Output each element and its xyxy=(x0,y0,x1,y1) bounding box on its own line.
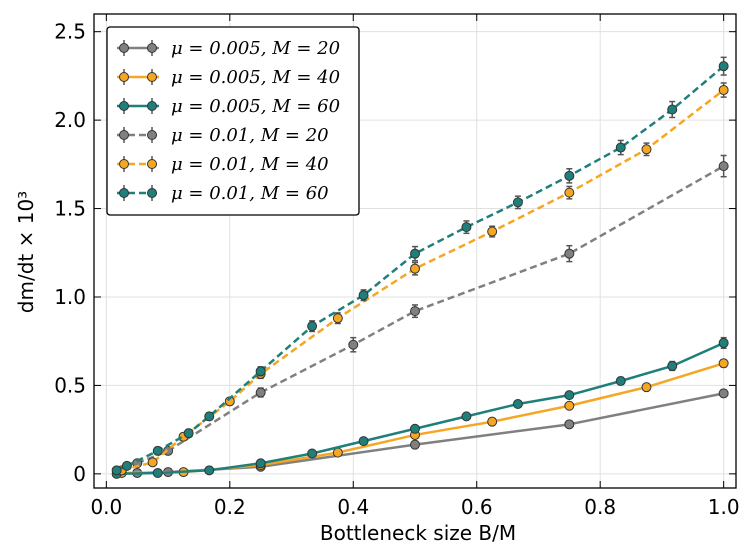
x-tick-label: 1.0 xyxy=(708,495,740,519)
data-point xyxy=(564,390,575,401)
series-layer xyxy=(111,56,729,479)
ticks: 0.0 0.2 0.4 0.6 0.8 1.0 0 0.5 1.0 1.5 2.0 2.5 xyxy=(54,14,740,519)
data-point xyxy=(348,339,359,350)
legend-entry: μ = 0.01, M = 60 xyxy=(117,183,329,204)
legend-label: μ = 0.01, M = 20 xyxy=(171,125,329,146)
data-point xyxy=(641,382,652,393)
data-point xyxy=(255,366,266,377)
y-tick-label: 2.5 xyxy=(54,20,86,44)
data-point xyxy=(204,465,215,476)
data-point xyxy=(564,419,575,430)
x-tick-label: 0.4 xyxy=(337,495,369,519)
data-point xyxy=(332,313,343,324)
legend: μ = 0.005, M = 20 μ = 0.005, M = 40 μ = 0.… xyxy=(106,26,360,216)
data-point xyxy=(358,436,369,447)
data-point xyxy=(512,398,523,409)
legend-marker xyxy=(119,159,129,169)
y-tick-label: 1.0 xyxy=(54,285,86,309)
legend-label: μ = 0.005, M = 60 xyxy=(171,96,340,117)
data-point xyxy=(461,411,472,422)
data-point xyxy=(410,439,420,450)
legend-entry: μ = 0.01, M = 40 xyxy=(117,154,329,175)
legend-entry: μ = 0.005, M = 20 xyxy=(117,38,340,59)
data-point xyxy=(512,197,523,208)
legend-marker xyxy=(147,43,157,53)
legend-marker xyxy=(147,130,157,140)
plot-frame xyxy=(93,13,737,489)
data-point xyxy=(615,375,626,386)
data-point xyxy=(564,170,575,181)
data-point xyxy=(204,411,215,422)
data-point xyxy=(410,263,420,274)
data-point xyxy=(410,248,420,259)
data-point xyxy=(121,460,132,471)
data-point xyxy=(667,104,678,115)
data-point xyxy=(307,321,318,332)
data-point xyxy=(718,85,729,96)
data-point xyxy=(111,465,122,476)
data-point xyxy=(152,445,163,456)
series-line xyxy=(116,65,725,472)
x-axis-label: Bottleneck size B/M xyxy=(320,521,516,545)
legend-marker xyxy=(119,101,129,111)
series-4 xyxy=(132,154,729,469)
series-6 xyxy=(111,56,729,476)
x-tick-label: 0.2 xyxy=(214,495,246,519)
series-3 xyxy=(111,336,729,479)
x-tick-label: 0.6 xyxy=(461,495,493,519)
data-point xyxy=(332,447,343,458)
legend-entry: μ = 0.005, M = 60 xyxy=(117,96,340,117)
data-point xyxy=(667,360,678,371)
data-point xyxy=(255,387,266,398)
legend-marker xyxy=(119,130,129,140)
legend-label: μ = 0.01, M = 40 xyxy=(171,154,329,175)
legend-marker xyxy=(147,101,157,111)
data-point xyxy=(255,458,266,469)
data-point xyxy=(461,222,472,233)
data-point xyxy=(487,226,498,237)
y-tick-label: 2.0 xyxy=(54,108,86,132)
data-point xyxy=(358,290,369,301)
data-point xyxy=(410,423,420,434)
legend-marker xyxy=(119,72,129,82)
data-point xyxy=(410,306,420,317)
data-point xyxy=(718,161,729,172)
data-point xyxy=(718,61,729,72)
data-point xyxy=(564,187,575,198)
series-5 xyxy=(116,82,729,476)
legend-box xyxy=(106,26,360,216)
legend-marker xyxy=(147,72,157,82)
data-point xyxy=(147,457,158,468)
data-point xyxy=(641,144,652,155)
y-tick-label: 0 xyxy=(73,462,86,486)
data-point xyxy=(718,337,729,348)
data-point xyxy=(152,467,163,478)
legend-label: μ = 0.01, M = 60 xyxy=(171,183,329,204)
legend-marker xyxy=(119,188,129,198)
legend-label: μ = 0.005, M = 40 xyxy=(171,67,340,88)
legend-label: μ = 0.005, M = 20 xyxy=(171,38,340,59)
x-tick-label: 0.0 xyxy=(90,495,122,519)
legend-marker xyxy=(147,188,157,198)
data-point xyxy=(487,416,498,427)
y-tick-label: 0.5 xyxy=(54,373,86,397)
legend-entry: μ = 0.005, M = 40 xyxy=(117,67,340,88)
y-axis-label: dm/dt × 10³ xyxy=(14,191,38,313)
legend-marker xyxy=(147,159,157,169)
data-point xyxy=(718,388,729,399)
legend-entry: μ = 0.01, M = 20 xyxy=(117,125,329,146)
data-point xyxy=(718,358,729,369)
x-tick-label: 0.8 xyxy=(584,495,616,519)
y-tick-label: 1.5 xyxy=(54,197,86,221)
data-point xyxy=(564,400,575,411)
legend-marker xyxy=(119,43,129,53)
data-point xyxy=(307,448,318,459)
data-point xyxy=(615,142,626,153)
data-point xyxy=(564,248,575,259)
data-point xyxy=(183,428,194,439)
